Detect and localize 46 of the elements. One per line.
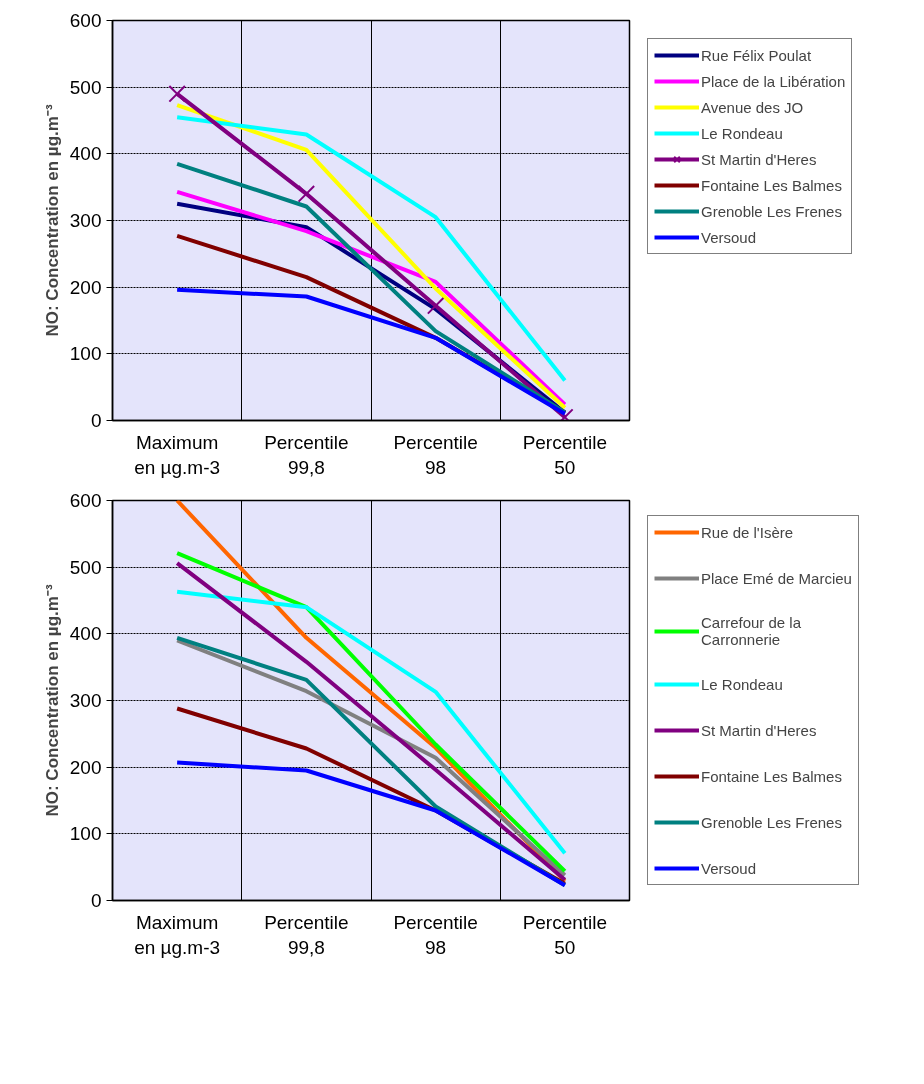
legend-label: St Martin d'Heres xyxy=(701,150,817,168)
y-tick-label: 600 xyxy=(69,10,102,31)
legend-label: Fontaine Les Balmes xyxy=(701,767,842,785)
x-tick-label: Percentile 98 xyxy=(393,911,478,958)
legend-label: Le Rondeau xyxy=(701,675,783,693)
x-tick-label: Percentile 99,8 xyxy=(264,911,349,958)
y-tick-label: 200 xyxy=(69,276,102,298)
y-tick-label: 0 xyxy=(90,410,102,431)
y-tick-label: 0 xyxy=(90,890,102,911)
legend-label: Place Emé de Marcieu xyxy=(701,569,852,587)
y-tick-label: 500 xyxy=(69,76,102,98)
y-tick-label: 500 xyxy=(69,556,102,578)
legend-label: Versoud xyxy=(701,859,757,877)
legend-label: Versoud xyxy=(701,228,757,246)
legend-label: Rue Félix Poulat xyxy=(701,46,812,64)
x-tick-label: Maximum en µg.m-3 xyxy=(134,431,221,478)
legend-label: Grenoble Les Frenes xyxy=(701,202,842,220)
x-tick-label: Percentile 50 xyxy=(522,911,608,958)
x-tick-label: Maximum en µg.m-3 xyxy=(134,911,221,958)
y-tick-label: 400 xyxy=(69,623,102,645)
line-series xyxy=(175,287,567,416)
y-tick-label: 100 xyxy=(69,823,102,845)
y-tick-label: 100 xyxy=(69,343,102,365)
y-tick-label: 200 xyxy=(69,756,102,778)
legend-label: Place de la Libération xyxy=(701,72,846,90)
y-tick-label: 600 xyxy=(69,490,102,511)
x-tick-label: Percentile 98 xyxy=(393,431,478,478)
x-tick-label: Percentile 50 xyxy=(522,431,608,478)
legend-label: Le Rondeau xyxy=(701,124,783,142)
point xyxy=(297,185,316,203)
legend-label: Rue de l'Isère xyxy=(701,523,794,541)
legend-label: Fontaine Les Balmes xyxy=(701,176,842,194)
x-tick-label: Percentile 99,8 xyxy=(264,431,349,478)
y-axis-title: NO: Concentration en µg.m⁻³ xyxy=(42,584,62,817)
legend-label: Grenoble Les Frenes xyxy=(701,813,842,831)
y-axis-title: NO: Concentration en µg.m⁻³ xyxy=(42,104,62,337)
y-tick-label: 300 xyxy=(69,690,102,711)
legend-label: Avenue des JO xyxy=(701,98,804,116)
y-tick-label: 300 xyxy=(69,210,102,231)
line-series xyxy=(175,589,567,856)
legend-label: St Martin d'Heres xyxy=(701,721,817,739)
y-tick-label: 400 xyxy=(69,143,102,165)
point xyxy=(426,297,445,315)
point xyxy=(168,85,186,103)
legend-label: Carrefour de la Carronnerie xyxy=(701,614,802,648)
line-series xyxy=(175,760,567,888)
